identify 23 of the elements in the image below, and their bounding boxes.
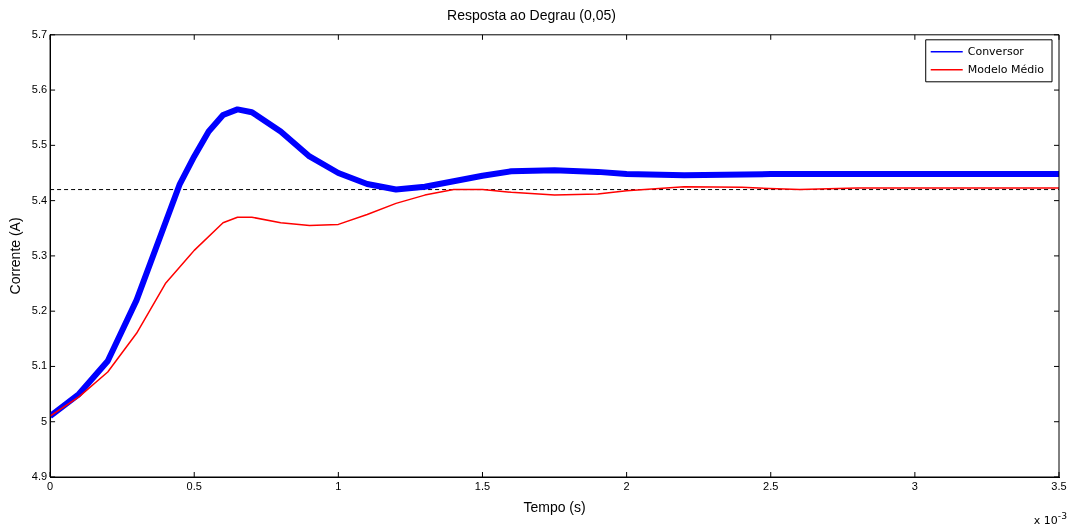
y-tick-label: 5.1 [31, 359, 48, 372]
x-tick-label: 1.5 [474, 479, 491, 492]
y-tick-label: 5 [40, 414, 48, 427]
x-tick-label: 3 [911, 479, 918, 492]
legend-label: Conversor [967, 44, 1025, 58]
y-tick-label: 5.7 [31, 27, 48, 40]
x-tick-label: 0 [47, 479, 54, 492]
y-tick-label: 5.5 [31, 138, 48, 151]
x-axis-title: Tempo (s) [523, 499, 586, 516]
y-axis-title: Corrente (A) [7, 217, 24, 295]
x-tick-label: 1 [335, 479, 342, 492]
y-tick-label: 5.6 [31, 83, 48, 96]
y-tick-label: 4.9 [31, 470, 48, 483]
text: x 10$^{-3}$ [1033, 510, 1067, 527]
y-tick-label: 5.3 [31, 248, 48, 261]
y-tick-label: 5.2 [31, 304, 48, 317]
x-tick-label: 2 [623, 479, 630, 492]
y-tick-label: 5.4 [31, 193, 48, 206]
chart-title: Resposta ao Degrau (0,05) [447, 7, 616, 24]
legend-label: Modelo Médio [967, 62, 1045, 76]
x-tick-label: 0.5 [186, 479, 202, 492]
x-tick-label: 2.5 [763, 479, 779, 492]
x-tick-label: 3.5 [1051, 479, 1067, 492]
